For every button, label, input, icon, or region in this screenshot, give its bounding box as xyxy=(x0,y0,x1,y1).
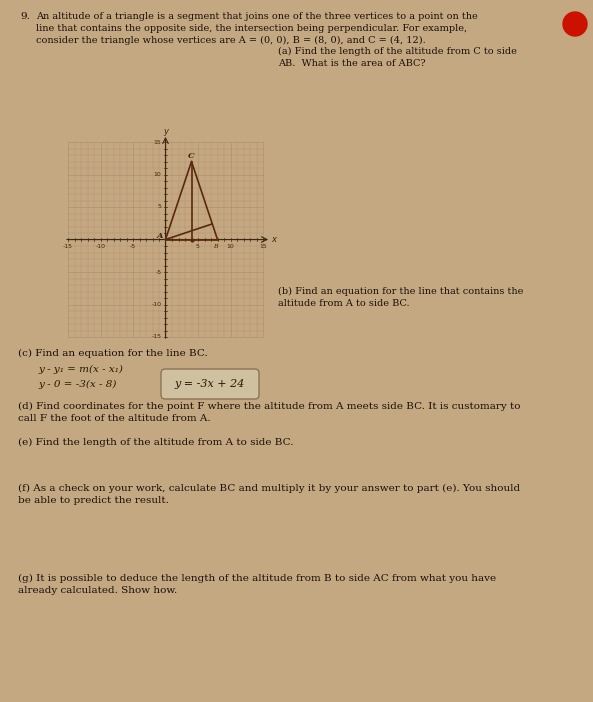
Text: 15: 15 xyxy=(259,244,267,249)
Text: 10: 10 xyxy=(227,244,234,249)
Text: x: x xyxy=(272,235,276,244)
Text: (c) Find an equation for the line BC.: (c) Find an equation for the line BC. xyxy=(18,349,208,358)
Text: y: y xyxy=(163,128,168,136)
Text: 5: 5 xyxy=(196,244,200,249)
Text: -5: -5 xyxy=(155,270,161,274)
Text: -10: -10 xyxy=(151,302,161,307)
Text: (g) It is possible to deduce the length of the altitude from B to side AC from w: (g) It is possible to deduce the length … xyxy=(18,574,496,595)
Text: 5: 5 xyxy=(158,204,161,209)
Text: y - y₁ = m(x - x₁): y - y₁ = m(x - x₁) xyxy=(38,365,123,374)
Text: 10: 10 xyxy=(154,172,161,177)
Text: -15: -15 xyxy=(63,244,73,249)
Text: An altitude of a triangle is a segment that joins one of the three vertices to a: An altitude of a triangle is a segment t… xyxy=(36,12,478,46)
Text: (f) As a check on your work, calculate BC and multiply it by your answer to part: (f) As a check on your work, calculate B… xyxy=(18,484,520,505)
Text: (d) Find coordinates for the point F where the altitude from A meets side BC. It: (d) Find coordinates for the point F whe… xyxy=(18,402,521,423)
FancyBboxPatch shape xyxy=(161,369,259,399)
Text: 15: 15 xyxy=(154,140,161,145)
Text: B: B xyxy=(213,244,218,249)
Text: y - 0 = -3(x - 8): y - 0 = -3(x - 8) xyxy=(38,380,116,389)
Text: y = -3x + 24: y = -3x + 24 xyxy=(175,379,245,389)
Text: 9.: 9. xyxy=(20,12,30,21)
Text: (b) Find an equation for the line that contains the
altitude from A to side BC.: (b) Find an equation for the line that c… xyxy=(278,287,524,308)
Text: -15: -15 xyxy=(151,334,161,340)
Text: -10: -10 xyxy=(95,244,106,249)
Text: (e) Find the length of the altitude from A to side BC.: (e) Find the length of the altitude from… xyxy=(18,438,294,447)
Circle shape xyxy=(563,12,587,36)
Text: C: C xyxy=(188,152,195,159)
Text: (a) Find the length of the altitude from C to side
AB.  What is the area of ABC?: (a) Find the length of the altitude from… xyxy=(278,47,517,68)
Text: -5: -5 xyxy=(130,244,136,249)
Text: A: A xyxy=(156,232,162,241)
